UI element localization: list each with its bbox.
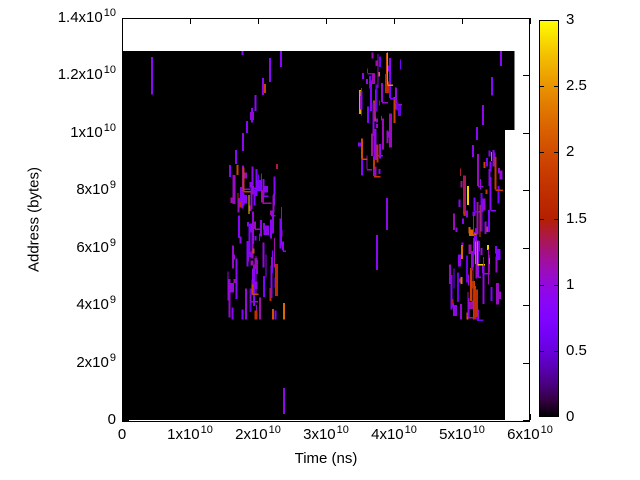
y-tick-label: 1.2x1010 xyxy=(57,64,116,83)
colorbar-tick-label: 1 xyxy=(566,276,575,293)
x-tick-label: 3x1010 xyxy=(303,424,349,443)
x-tick-label: 0 xyxy=(117,426,127,443)
data-region xyxy=(122,51,505,421)
y-tick-label: 8x109 xyxy=(76,179,116,198)
axis-tick-marks xyxy=(122,18,531,421)
colorbar-tick-label: 2.5 xyxy=(566,77,587,94)
x-axis-title: Time (ns) xyxy=(294,450,358,467)
x-tick-label: 1x1010 xyxy=(167,424,213,443)
y-tick-label: 4x109 xyxy=(76,294,116,313)
y-tick-label: 0 xyxy=(107,411,116,428)
y-tick-label: 2x109 xyxy=(76,352,116,371)
x-tick-label: 6x1010 xyxy=(507,424,553,443)
colorbar-tick-label: 0.5 xyxy=(566,342,587,359)
heatmap-marks xyxy=(150,51,504,415)
x-tick-label: 5x1010 xyxy=(439,424,485,443)
colorbar-border xyxy=(539,20,559,417)
y-tick-label: 6x109 xyxy=(76,237,116,256)
data-region-overhang xyxy=(504,51,515,130)
x-tick-label: 2x1010 xyxy=(235,424,281,443)
colorbar-tick-label: 3 xyxy=(566,11,575,28)
colorbar-tick-label: 1.5 xyxy=(566,210,587,227)
y-axis-title: Address (bytes) xyxy=(25,166,43,273)
colorbar-tick-label: 2 xyxy=(566,143,575,160)
colorbar-gradient xyxy=(539,20,559,417)
colorbar-tick-label: 0 xyxy=(566,408,575,425)
y-tick-label: 1x1010 xyxy=(70,122,116,141)
x-tick-label: 4x1010 xyxy=(371,424,417,443)
y-tick-label: 1.4x1010 xyxy=(57,7,116,26)
colorbar-tick-marks xyxy=(539,86,559,352)
